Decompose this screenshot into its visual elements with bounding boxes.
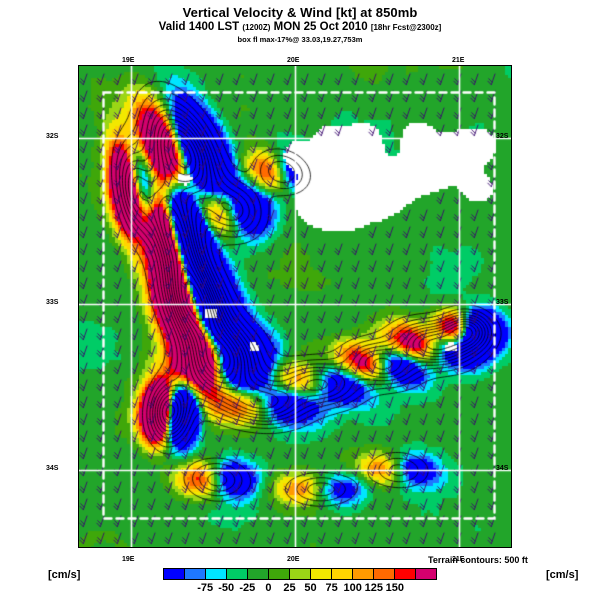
map-plot-area[interactable]: [78, 65, 512, 548]
valid-date-label: MON 25 Oct 2010: [273, 21, 368, 33]
colorbar-tick-0: 0: [265, 582, 272, 594]
colorbar-tick-25: 25: [283, 582, 296, 594]
lon-tick-21E: 21E: [452, 57, 465, 64]
vertical-velocity-field: [79, 66, 511, 547]
forecast-run-label: [18hr Fcst@2300z]: [370, 23, 442, 32]
colorbar-tick--75: -75: [197, 582, 214, 594]
colorbar-segment-8: [331, 569, 352, 579]
valid-utc-label: (1200Z): [242, 23, 271, 32]
max-stats-label: box fl max-17%@ 33.03,19.27,753m: [237, 35, 363, 44]
colorbar-segment-0: [164, 569, 184, 579]
colorbar-unit-right: [cm/s]: [546, 569, 579, 581]
lat-tick-34S: 34S: [496, 465, 509, 472]
colorbar-segment-12: [415, 569, 436, 579]
colorbar-tick-75: 75: [325, 582, 338, 594]
colorbar-segment-6: [289, 569, 310, 579]
colorbar-area: [cm/s] [cm/s] -75 -50 -25 0 25 50 75 100 125 150: [0, 566, 600, 600]
colorbar-tick-125: 125: [364, 582, 383, 594]
colorbar-segment-1: [184, 569, 205, 579]
lat-tick-32S: 32S: [46, 133, 59, 140]
lat-tick-33S: 33S: [46, 299, 59, 306]
colorbar-unit-left: [cm/s]: [48, 569, 81, 581]
colorbar-segment-11: [394, 569, 415, 579]
colorbar-segment-7: [310, 569, 331, 579]
lon-tick-21E: 21E: [452, 556, 465, 563]
colorbar-tick-50: 50: [304, 582, 317, 594]
colorbar-segment-9: [352, 569, 373, 579]
lat-tick-34S: 34S: [46, 465, 59, 472]
chart-title: Vertical Velocity & Wind [kt] at 850mb: [182, 5, 418, 20]
colorbar-gradient[interactable]: [163, 568, 437, 580]
lon-tick-20E: 20E: [287, 57, 300, 64]
lon-tick-19E: 19E: [122, 57, 135, 64]
title-block: Vertical Velocity & Wind [kt] at 850mb V…: [0, 0, 600, 45]
colorbar-segment-4: [247, 569, 268, 579]
colorbar-tick-labels: -75 -50 -25 0 25 50 75 100 125 150: [163, 582, 437, 596]
terrain-contour-note: Terrain contours: 500 ft: [428, 555, 528, 565]
colorbar-segment-2: [205, 569, 226, 579]
lon-tick-19E: 19E: [122, 556, 135, 563]
lat-tick-33S: 33S: [496, 299, 509, 306]
colorbar-segment-3: [226, 569, 247, 579]
lat-tick-32S: 32S: [496, 133, 509, 140]
lon-tick-20E: 20E: [287, 556, 300, 563]
colorbar-segment-10: [373, 569, 394, 579]
colorbar-tick-150: 150: [385, 582, 405, 594]
chart-subtitle: Valid 1400 LST (1200Z) MON 25 Oct 2010 […: [0, 21, 600, 34]
valid-time-label: Valid 1400 LST: [158, 21, 240, 33]
colorbar-tick-100: 100: [343, 582, 362, 594]
colorbar-tick--50: -50: [218, 582, 235, 594]
colorbar-segment-5: [268, 569, 289, 579]
colorbar-tick--25: -25: [239, 582, 256, 594]
